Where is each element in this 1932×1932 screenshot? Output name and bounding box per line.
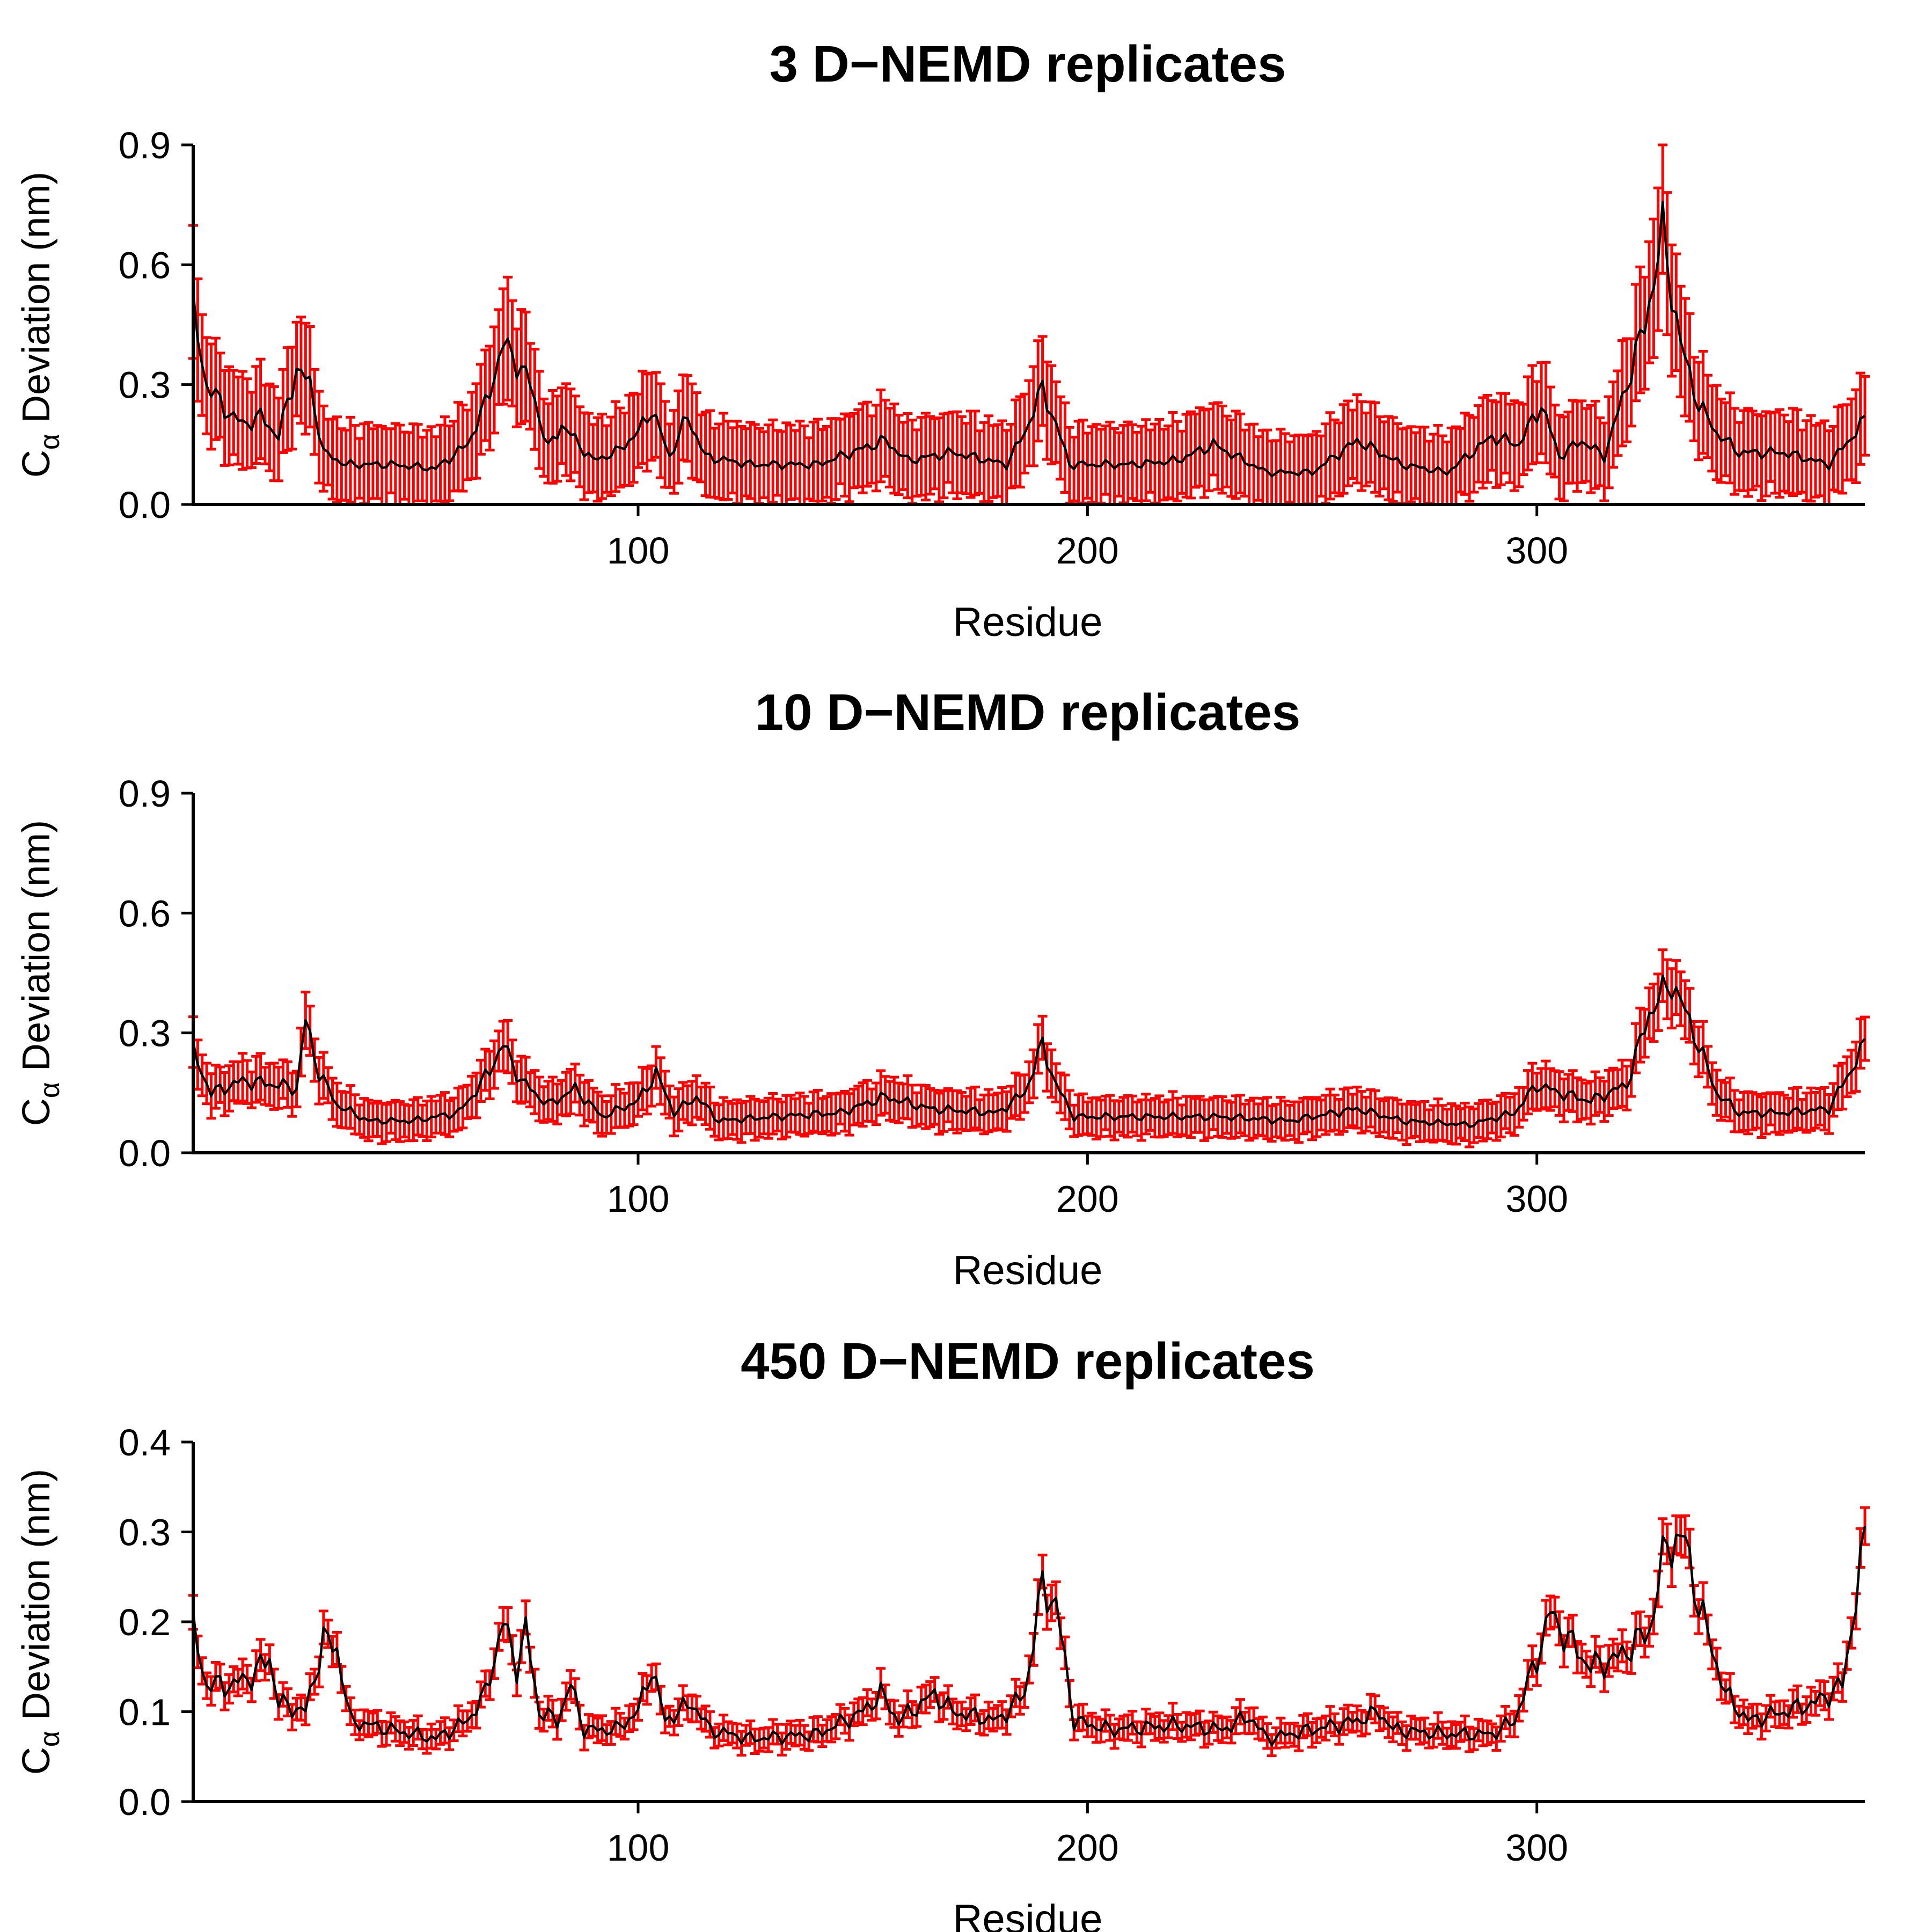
y-tick-label: 0.1 xyxy=(119,1692,171,1733)
y-axis-label-rest: Deviation (nm) xyxy=(15,172,58,434)
error-bars xyxy=(188,143,1870,506)
y-tick-label: 0.3 xyxy=(119,364,171,406)
x-axis-label: Residue xyxy=(953,599,1103,645)
y-tick-label: 0.4 xyxy=(119,1422,171,1463)
error-bar xyxy=(1860,375,1870,457)
x-tick-label: 200 xyxy=(1056,1827,1119,1869)
y-tick-label: 0.9 xyxy=(119,125,171,166)
x-tick-label: 200 xyxy=(1056,1178,1119,1220)
error-bars xyxy=(188,948,1870,1148)
y-axis-label: Cα Deviation (nm) xyxy=(15,1469,65,1775)
y-tick-label: 0.6 xyxy=(119,892,171,934)
x-tick-label: 300 xyxy=(1505,530,1568,572)
chart-title: 10 D−NEMD replicates xyxy=(755,684,1300,741)
error-bars xyxy=(188,1506,1870,1758)
y-axis-label-main: C xyxy=(15,1098,58,1126)
mean-line xyxy=(192,974,1866,1129)
x-tick-label: 100 xyxy=(607,530,670,572)
chart-panel-2: 10 D−NEMD replicates Cα Deviation (nm) Res… xyxy=(15,684,1870,1293)
mean-line xyxy=(192,201,1866,478)
mean-line xyxy=(192,1526,1867,1747)
y-axis-label-rest: Deviation (nm) xyxy=(15,1469,58,1731)
chart-title: 3 D−NEMD replicates xyxy=(769,35,1286,93)
y-tick-label: 0.0 xyxy=(119,1781,171,1823)
x-axis-label: Residue xyxy=(953,1897,1103,1932)
x-tick-label: 200 xyxy=(1056,530,1119,572)
y-tick-label: 0.0 xyxy=(119,1132,171,1174)
y-tick-label: 0.2 xyxy=(119,1601,171,1643)
y-tick-label: 0.6 xyxy=(119,244,171,286)
y-axis-label-sub: α xyxy=(34,1731,65,1747)
y-axis-label: Cα Deviation (nm) xyxy=(15,172,65,478)
error-bar xyxy=(1860,1015,1870,1062)
chart-title: 450 D−NEMD replicates xyxy=(741,1333,1315,1390)
x-tick-label: 100 xyxy=(607,1827,670,1869)
y-tick-label: 0.3 xyxy=(119,1512,171,1554)
x-tick-label: 300 xyxy=(1505,1827,1568,1869)
y-axis-label-rest: Deviation (nm) xyxy=(15,820,58,1082)
y-tick-label: 0.9 xyxy=(119,773,171,815)
y-axis-label-sub: α xyxy=(34,434,65,450)
y-axis-label-main: C xyxy=(15,450,58,478)
y-axis-label: Cα Deviation (nm) xyxy=(15,820,65,1126)
chart-panel-3: 450 D−NEMD replicates Cα Deviation (nm) Re… xyxy=(15,1333,1870,1932)
x-axis-label: Residue xyxy=(953,1248,1103,1293)
y-axis-label-main: C xyxy=(15,1747,58,1775)
chart-panel-1: 3 D−NEMD replicates Cα Deviation (nm) Resi… xyxy=(15,35,1870,645)
y-axis-label-sub: α xyxy=(34,1082,65,1098)
y-tick-label: 0.0 xyxy=(119,484,171,526)
x-tick-label: 100 xyxy=(607,1178,670,1220)
y-tick-label: 0.3 xyxy=(119,1013,171,1055)
x-tick-label: 300 xyxy=(1505,1178,1568,1220)
